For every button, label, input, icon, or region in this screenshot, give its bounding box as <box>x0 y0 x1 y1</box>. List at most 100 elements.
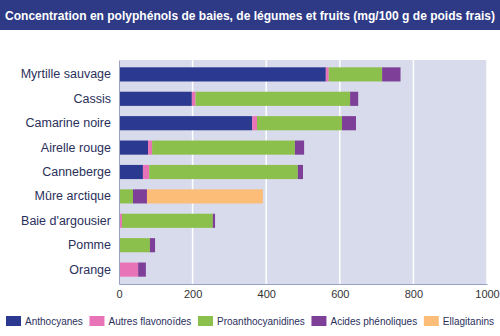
bar <box>145 263 146 277</box>
bar <box>119 67 326 81</box>
legend-label: Autres flavonoïdes <box>108 316 191 327</box>
legend-swatch <box>424 316 439 326</box>
legend-item: Anthocyanes <box>6 316 83 327</box>
bar <box>138 263 146 277</box>
category-label: Mûre arctique <box>35 189 111 203</box>
bar <box>358 92 359 106</box>
series <box>133 67 401 276</box>
category-label: Airelle rouge <box>41 141 111 155</box>
category-label: Pomme <box>68 238 111 252</box>
bar <box>133 189 147 203</box>
axis-line <box>119 61 120 285</box>
bar <box>257 116 342 130</box>
legend-label: Acides phénoliques <box>330 316 417 327</box>
bar <box>150 238 155 252</box>
tick: Mûre arctique <box>35 189 119 203</box>
legend-swatch <box>6 316 21 326</box>
tick: 600 <box>331 284 349 300</box>
legend-item: Proanthocyanidines <box>198 316 305 327</box>
tick: 1000 <box>475 284 499 300</box>
series <box>147 189 263 203</box>
category-label: Cassis <box>73 92 111 106</box>
bar <box>119 263 138 277</box>
tick: 800 <box>405 284 423 300</box>
title: Concentration en polyphénols de baies, d… <box>5 9 495 23</box>
bar <box>342 116 356 130</box>
tick: Pomme <box>68 238 119 252</box>
bar <box>192 92 196 106</box>
tick: Airelle rouge <box>41 141 119 155</box>
plot: 0 200 400 600 800 1000 Myrtille sauvage Cassis C… <box>21 60 500 300</box>
bar <box>119 141 148 155</box>
bar <box>122 214 213 228</box>
bar <box>215 214 216 228</box>
tick: Cassis <box>73 92 119 106</box>
tick-label: 400 <box>258 288 276 300</box>
bar <box>143 165 149 179</box>
bar <box>155 238 156 252</box>
tick: Baie d'argousier <box>21 214 119 228</box>
legend-swatch <box>311 316 326 326</box>
bar <box>350 92 358 106</box>
legend-item: Ellagitanins <box>424 316 494 327</box>
tick-label: 600 <box>331 288 349 300</box>
category-label: Myrtille sauvage <box>21 67 111 81</box>
bar <box>303 165 304 179</box>
bar <box>355 116 356 130</box>
tick-label: 1000 <box>475 288 499 300</box>
bar <box>196 92 351 106</box>
tick: Myrtille sauvage <box>21 67 119 81</box>
x-axis: 0 200 400 600 800 1000 <box>116 284 499 300</box>
series <box>119 67 382 252</box>
legend-label: Ellagitanins <box>443 316 494 327</box>
bar <box>148 141 152 155</box>
bar <box>295 141 304 155</box>
bar <box>213 214 215 228</box>
bar <box>326 67 329 81</box>
bar <box>119 238 150 252</box>
tick-label: 200 <box>184 288 202 300</box>
axis-line <box>120 284 488 285</box>
bar <box>119 116 252 130</box>
bar <box>298 165 303 179</box>
bar <box>329 67 382 81</box>
bar <box>252 116 257 130</box>
title-banner <box>0 0 500 30</box>
bar <box>147 189 263 203</box>
bar <box>400 67 401 81</box>
plot-background <box>119 60 487 284</box>
tick: Camarine noire <box>26 116 119 130</box>
category-label: Canneberge <box>42 165 111 179</box>
legend-swatch <box>198 316 213 326</box>
category-label: Camarine noire <box>26 116 112 130</box>
legend-item: Autres flavonoïdes <box>89 316 191 327</box>
bar <box>382 67 400 81</box>
bar <box>119 189 133 203</box>
bar <box>119 92 192 106</box>
legend-label: Proanthocyanidines <box>217 316 305 327</box>
grid-line <box>118 60 120 284</box>
tick: 0 <box>116 284 122 300</box>
legend-item: Acides phénoliques <box>311 316 417 327</box>
legend-label: Anthocyanes <box>25 316 83 327</box>
tick: Canneberge <box>42 165 119 179</box>
grid-line <box>486 60 488 284</box>
y-axis: Myrtille sauvage Cassis Camarine noire Aire… <box>21 61 120 285</box>
grid <box>119 60 487 284</box>
bars <box>119 67 401 276</box>
tick: 400 <box>258 284 276 300</box>
tick-label: 0 <box>116 288 122 300</box>
tick: Orange <box>69 263 119 277</box>
category-label: Orange <box>69 263 111 277</box>
legend-swatch <box>89 316 104 326</box>
legend: Anthocyanes Autres flavonoïdes Proanthocya… <box>6 316 494 327</box>
bar <box>304 141 305 155</box>
chart: Concentration en polyphénols de baies, d… <box>0 0 500 336</box>
tick: 200 <box>184 284 202 300</box>
tick-label: 800 <box>405 288 423 300</box>
bar <box>152 141 295 155</box>
category-label: Baie d'argousier <box>21 214 111 228</box>
bar <box>119 165 143 179</box>
grid-line <box>413 60 415 284</box>
bar <box>149 165 298 179</box>
